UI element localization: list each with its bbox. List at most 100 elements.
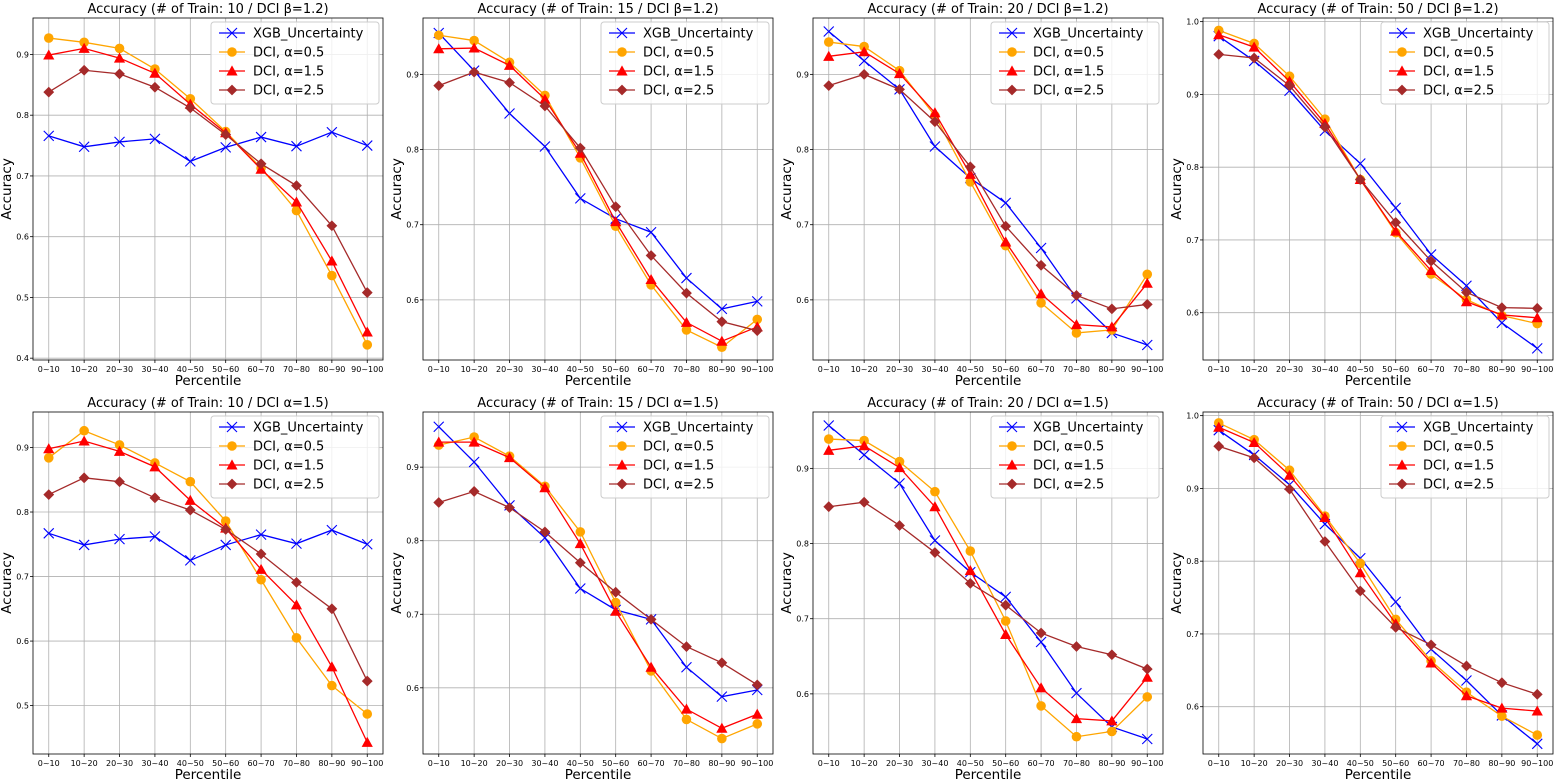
plot-frame — [422, 411, 774, 755]
data-point — [220, 142, 232, 153]
data-point — [291, 205, 302, 216]
data-point — [1284, 483, 1295, 495]
legend-marker — [1007, 441, 1017, 451]
legend-label: DCI, α=0.5 — [253, 46, 324, 61]
x-tick-label: 20~30 — [886, 759, 913, 768]
data-point — [1000, 591, 1012, 603]
legend-box — [1380, 415, 1550, 499]
legend: XGB_Uncertainty DCI, α=0.5 DCI, α=1.5 DCI, … — [600, 21, 770, 105]
data-point — [1496, 677, 1508, 689]
y-axis-label: Accuracy — [389, 158, 405, 220]
data-point — [327, 680, 337, 691]
data-point — [1035, 259, 1047, 271]
x-tick-label: 80~90 — [708, 759, 735, 768]
data-point — [1425, 639, 1437, 651]
x-tick-label: 80~90 — [1488, 365, 1515, 374]
series-DCI_a25 — [43, 64, 373, 298]
data-point — [291, 538, 302, 550]
data-point — [1000, 220, 1012, 232]
data-point — [574, 193, 586, 204]
data-point — [1460, 296, 1473, 307]
y-axis-label: Accuracy — [389, 552, 405, 614]
legend: XGB_Uncertainty DCI, α=0.5 DCI, α=1.5 DCI, … — [990, 415, 1160, 499]
data-point — [326, 220, 338, 232]
data-point — [1000, 599, 1012, 611]
y-tick-label: 0.9 — [796, 70, 809, 79]
data-point — [185, 476, 196, 487]
legend-label: DCI, α=0.5 — [643, 440, 714, 455]
legend-label: XGB_Uncertainty — [1423, 421, 1534, 436]
legend-marker — [1396, 421, 1408, 433]
x-tick-label: 50~60 — [212, 365, 239, 374]
series-XGB_Uncertainty — [43, 126, 373, 167]
x-axis-label: Percentile — [955, 767, 1022, 783]
y-axis-label: Accuracy — [779, 158, 795, 220]
x-tick-label: 20~30 — [106, 759, 133, 768]
data-point — [361, 736, 373, 747]
data-point — [1355, 558, 1366, 569]
x-tick-label: 60~70 — [1418, 759, 1445, 768]
legend-box — [990, 21, 1160, 105]
legend-marker — [1006, 459, 1018, 470]
data-point — [1071, 641, 1082, 652]
data-point — [1497, 711, 1507, 721]
data-point — [645, 614, 657, 625]
x-tick-label: 60~70 — [248, 759, 275, 768]
y-tick-label: 1.0 — [1186, 412, 1199, 421]
legend-box — [1380, 21, 1550, 105]
data-point — [1248, 52, 1260, 64]
data-point — [752, 314, 763, 325]
chart-title: Accuracy (# of Train: 15 / DCI α=1.5) — [477, 396, 718, 411]
series-line — [438, 426, 758, 698]
data-point — [184, 155, 196, 167]
x-tick-label: 0~10 — [38, 365, 60, 374]
legend-marker — [616, 65, 628, 76]
legend-marker — [616, 459, 628, 470]
y-tick-label: 0.7 — [1186, 630, 1199, 639]
x-tick-label: 80~90 — [1098, 759, 1125, 768]
data-point — [43, 33, 54, 43]
x-tick-label: 90~100 — [741, 365, 773, 374]
data-point — [326, 126, 338, 138]
data-point — [894, 478, 905, 489]
series-DCI_a25 — [43, 472, 373, 687]
legend-marker — [226, 65, 238, 76]
series-line — [828, 501, 1148, 670]
legend-label: DCI, α=2.5 — [643, 478, 714, 493]
x-tick-label: 30~40 — [141, 759, 168, 768]
data-point — [680, 316, 693, 327]
data-point — [255, 548, 267, 560]
data-point — [539, 526, 551, 538]
data-point — [1248, 41, 1260, 52]
y-tick-label: 0.6 — [1186, 703, 1199, 712]
data-point — [433, 421, 445, 433]
legend-label: DCI, α=0.5 — [643, 46, 714, 61]
x-tick-label: 90~100 — [351, 759, 383, 768]
y-axis-label: Accuracy — [0, 158, 15, 220]
series-line — [438, 34, 758, 348]
series-DCI_a05 — [43, 425, 373, 719]
data-point — [1035, 242, 1047, 254]
x-tick-label: 50~60 — [212, 759, 239, 768]
y-tick-label: 0.6 — [796, 690, 809, 699]
y-axis-label: Accuracy — [1169, 552, 1185, 614]
data-point — [362, 709, 373, 719]
data-point — [149, 67, 161, 78]
x-tick-label: 40~50 — [1347, 365, 1374, 374]
legend-label: DCI, α=0.5 — [1033, 440, 1104, 455]
data-point — [1532, 730, 1543, 740]
data-point — [1425, 264, 1437, 275]
data-point — [1390, 596, 1402, 608]
x-tick-label: 10~20 — [461, 759, 488, 768]
legend-label: XGB_Uncertainty — [253, 421, 364, 436]
x-tick-label: 40~50 — [1347, 759, 1374, 768]
data-point — [361, 140, 373, 151]
data-point — [645, 226, 657, 238]
y-tick-label: 0.6 — [16, 637, 29, 646]
x-tick-label: 70~80 — [283, 759, 310, 768]
legend-label: DCI, α=2.5 — [1423, 84, 1494, 99]
data-point — [468, 42, 480, 53]
data-point — [716, 691, 728, 703]
data-point — [716, 316, 728, 328]
x-tick-label: 80~90 — [1098, 365, 1125, 374]
